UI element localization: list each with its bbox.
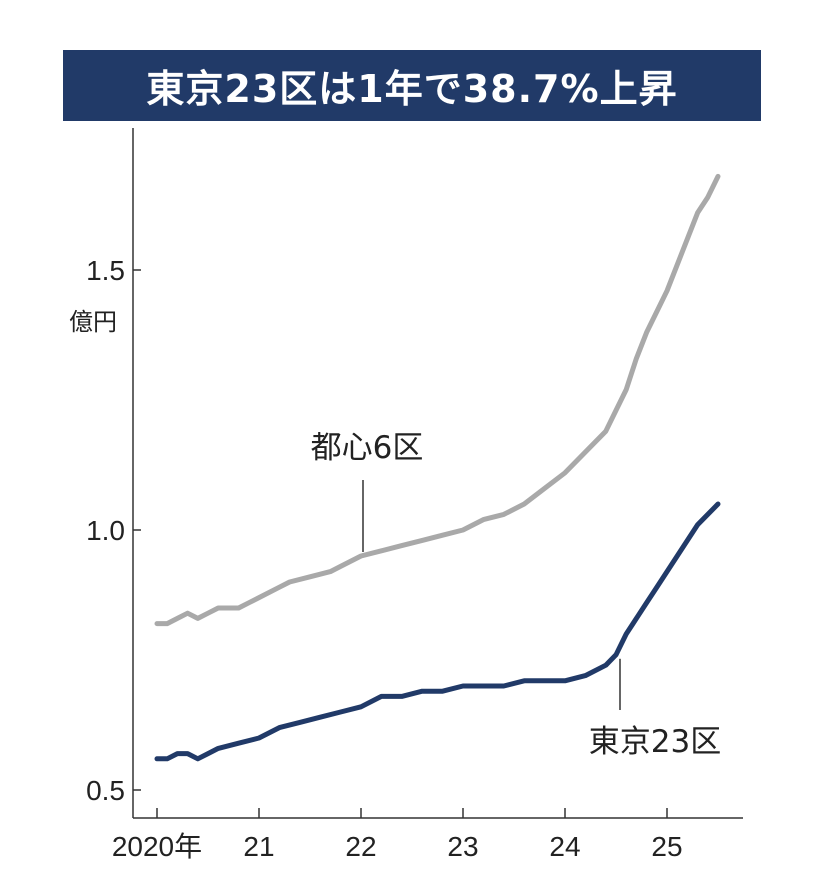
y-unit-label: 億円 <box>69 308 117 336</box>
chart-title: 東京23区は1年で38.7%上昇 <box>63 50 761 121</box>
series-lines <box>154 173 721 762</box>
x-tick-label: 21 <box>243 831 274 862</box>
x-tick-label: 2020年 <box>112 831 202 862</box>
axes <box>132 128 743 819</box>
y-tick-label: 1.0 <box>86 515 125 546</box>
series-line-toshin6 <box>154 173 721 627</box>
y-tick-label: 1.5 <box>86 255 125 286</box>
series-label-tokyo23: 東京23区 <box>589 724 721 760</box>
x-tick-label: 23 <box>447 831 478 862</box>
series-line-tokyo23 <box>154 501 721 762</box>
series-label-toshin6: 都心6区 <box>311 430 424 466</box>
y-tick-label: 0.5 <box>86 775 125 806</box>
x-tick-label: 24 <box>549 831 580 862</box>
x-tick-label: 22 <box>345 831 376 862</box>
x-tick-label: 25 <box>651 831 682 862</box>
ticks: 0.5 1.0 1.5 億円 2020年 21 22 23 24 25 <box>69 255 683 862</box>
